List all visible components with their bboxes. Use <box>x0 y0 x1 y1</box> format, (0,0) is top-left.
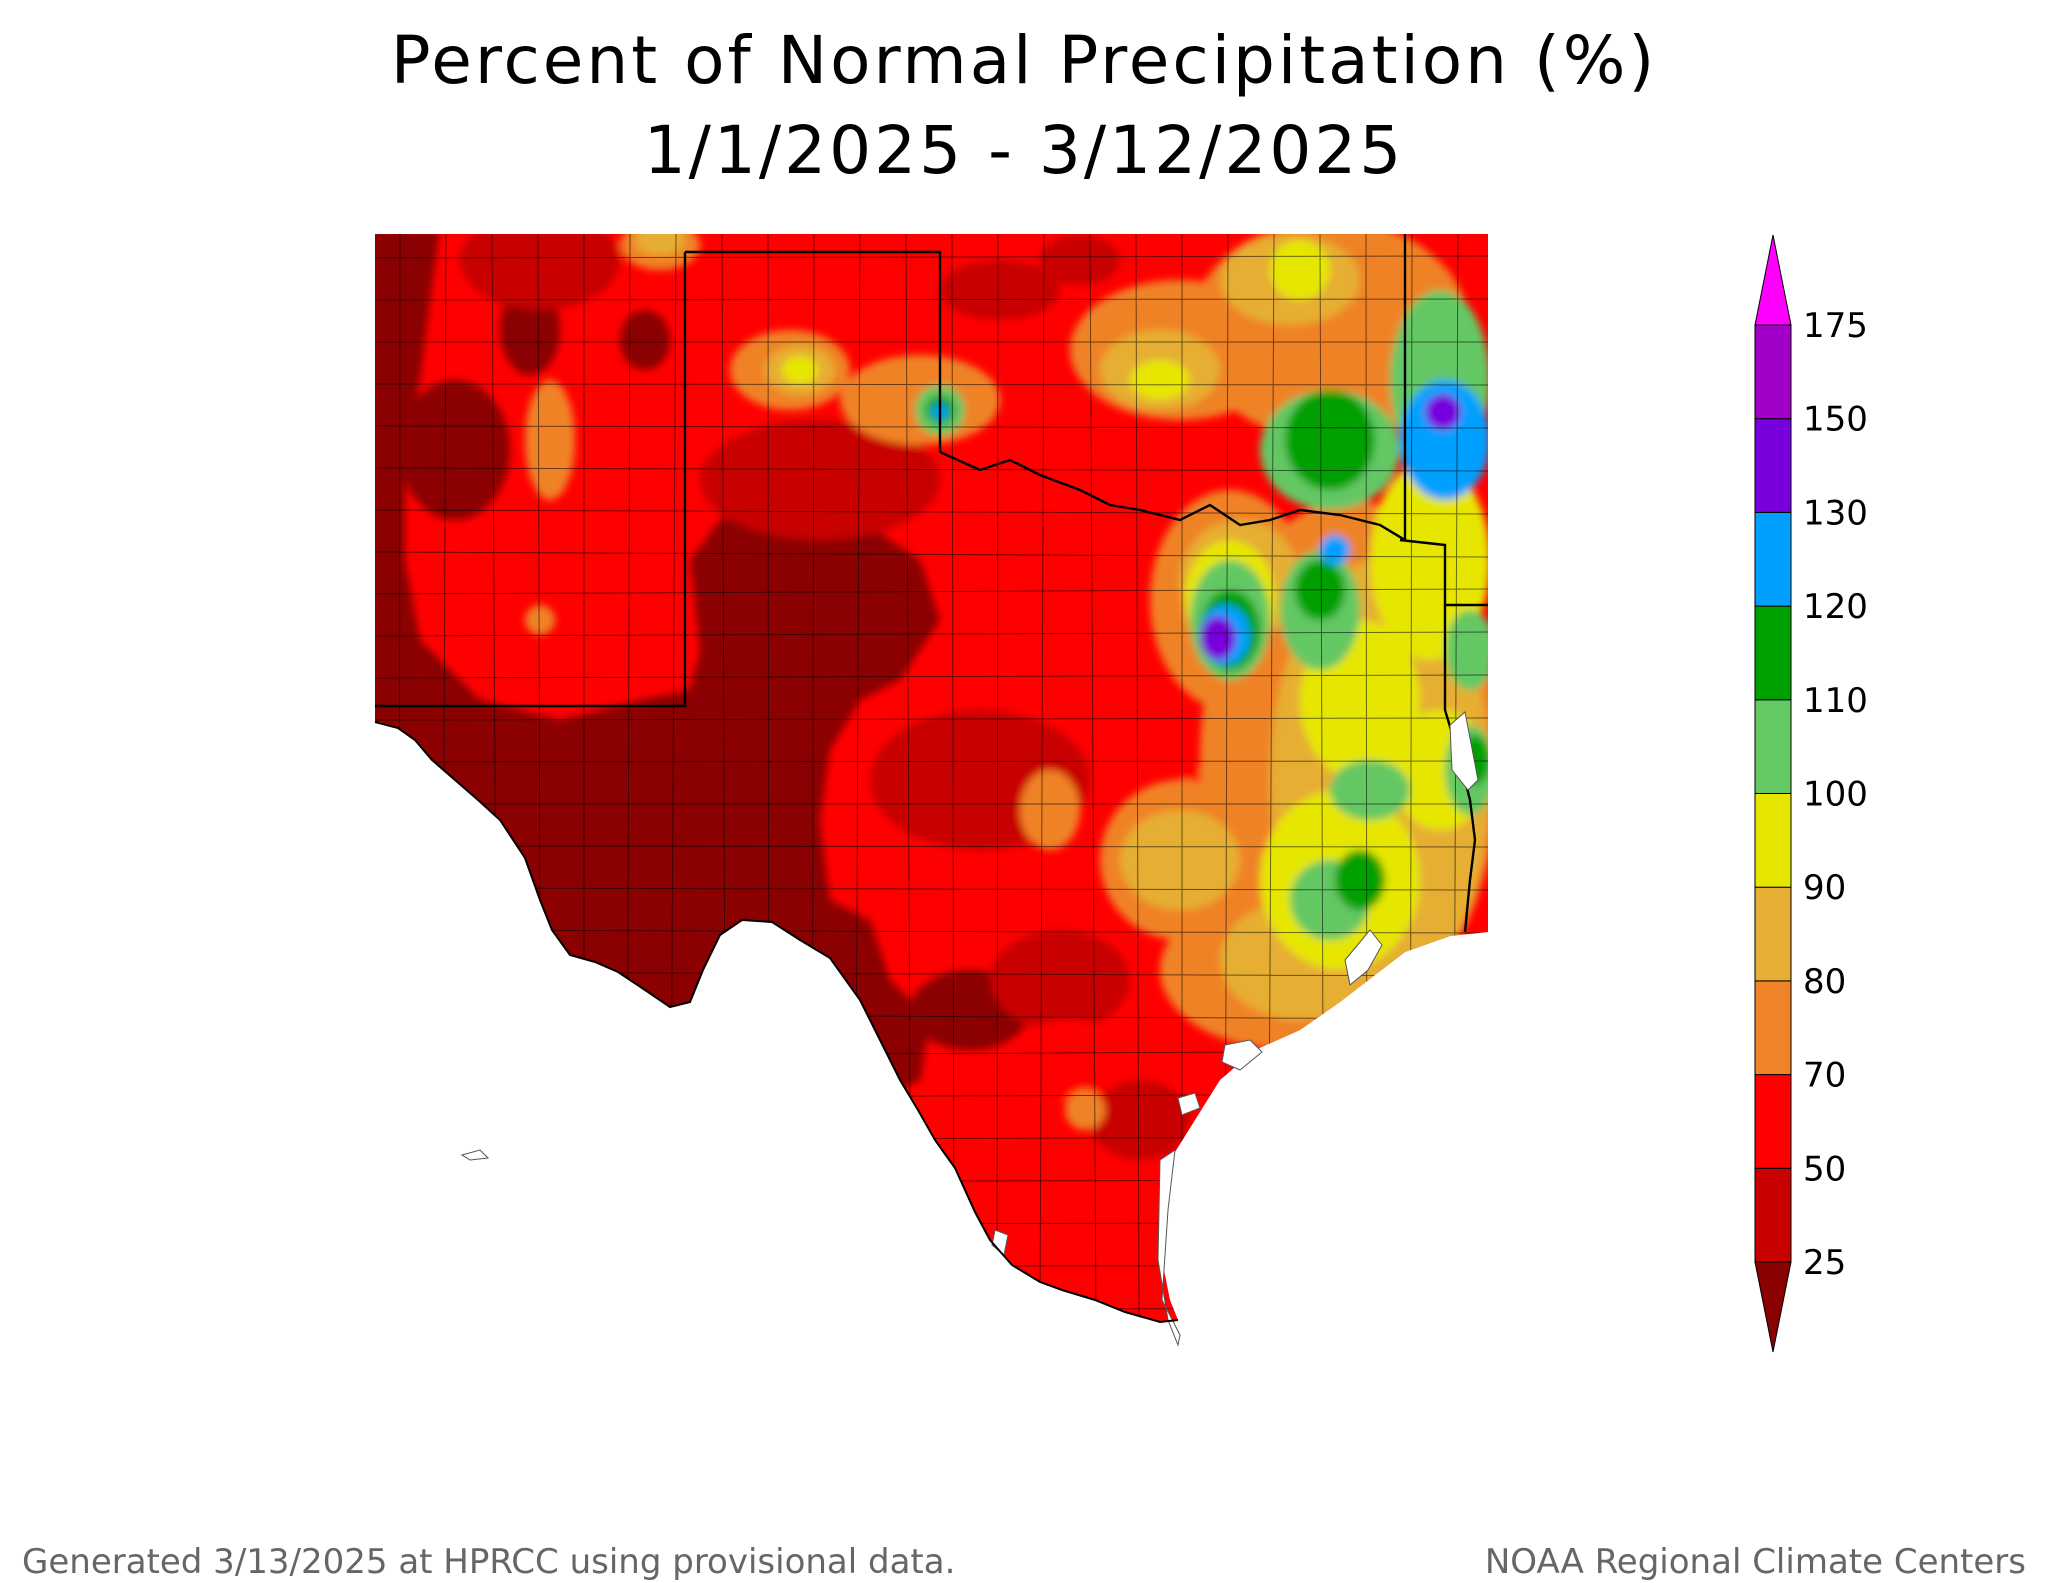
legend-label: 100 <box>1803 775 1868 815</box>
map-title: Percent of Normal Precipitation (%) <box>390 22 1658 99</box>
legend-band <box>1754 605 1792 701</box>
legend-label: 110 <box>1803 681 1868 721</box>
legend-label: 80 <box>1803 962 1846 1002</box>
legend-band <box>1754 980 1792 1076</box>
legend-band <box>1754 793 1792 888</box>
coastline <box>460 711 1479 1347</box>
mexico-border <box>374 721 1179 1324</box>
legend-label: 130 <box>1803 493 1868 533</box>
legend-label: 175 <box>1803 306 1868 346</box>
legend-label: 150 <box>1803 400 1868 440</box>
state-boundaries <box>375 234 1488 933</box>
legend-label: 90 <box>1803 868 1846 908</box>
legend-label: 25 <box>1803 1243 1846 1283</box>
map-date-range: 1/1/2025 - 3/12/2025 <box>643 112 1405 189</box>
legend-band <box>1754 511 1792 607</box>
source-credit: NOAA Regional Climate Centers <box>1484 1542 2026 1582</box>
legend-band <box>1754 418 1792 513</box>
legend-label: 70 <box>1803 1056 1846 1096</box>
legend-band <box>1754 699 1792 794</box>
legend-band <box>1754 1167 1792 1263</box>
legend-label: 120 <box>1803 587 1868 627</box>
generated-note: Generated 3/13/2025 at HPRCC using provi… <box>22 1542 956 1582</box>
legend-band <box>1754 324 1792 420</box>
legend-band <box>1754 886 1792 982</box>
legend-under-arrow <box>1754 1261 1792 1353</box>
legend-label: 50 <box>1803 1149 1846 1189</box>
legend-band <box>1754 1074 1792 1169</box>
legend-over-arrow <box>1754 234 1792 326</box>
